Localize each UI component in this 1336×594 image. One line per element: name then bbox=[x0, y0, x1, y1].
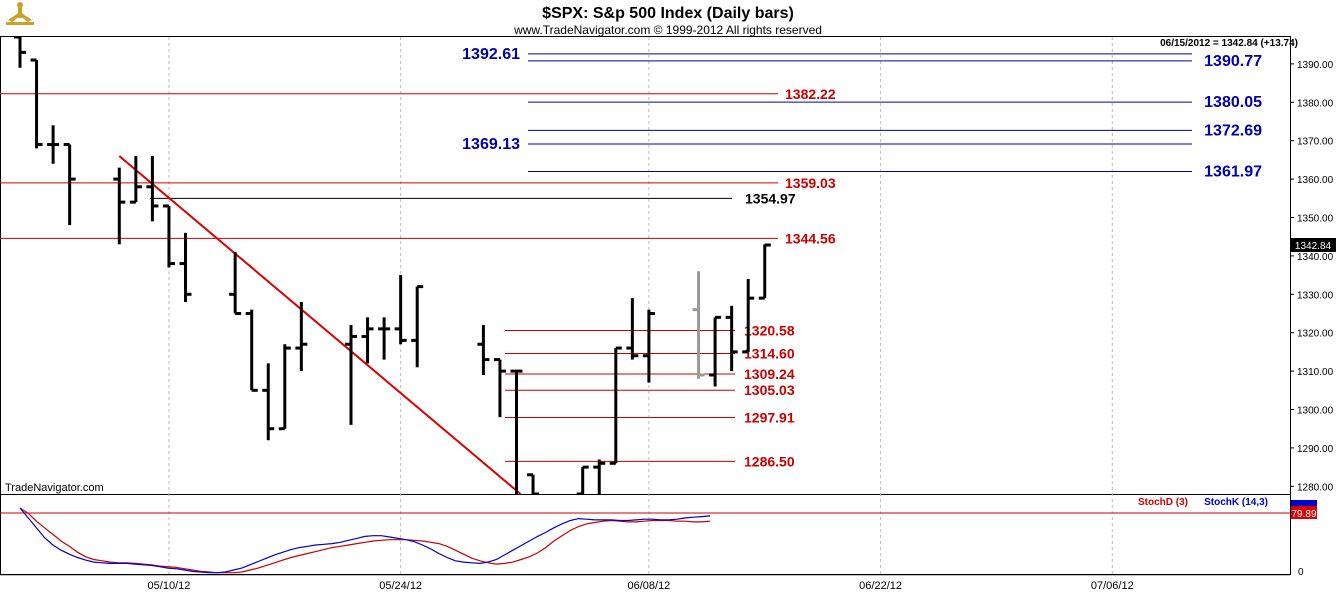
date-tick-label: 05/10/12 bbox=[148, 580, 191, 592]
stoch-value-tag: 79.89 bbox=[1291, 500, 1317, 520]
level-label: 1344.56 bbox=[785, 230, 836, 246]
date-tick-label: 06/08/12 bbox=[627, 580, 670, 592]
price-bar bbox=[146, 156, 159, 222]
price-bar bbox=[642, 309, 655, 383]
price-bar bbox=[162, 204, 175, 268]
price-bar bbox=[245, 309, 258, 392]
price-tick-label: 1340.00 bbox=[1297, 252, 1334, 263]
level-label: 1314.60 bbox=[744, 345, 795, 361]
watermark: TradeNavigator.com bbox=[5, 482, 104, 494]
price-bar bbox=[361, 317, 374, 364]
stoch-d-line bbox=[19, 507, 711, 574]
price-tick-label: 1330.00 bbox=[1297, 290, 1334, 301]
price-bar bbox=[295, 301, 308, 372]
price-bar bbox=[229, 252, 242, 316]
price-bar bbox=[576, 465, 589, 494]
price-tick-label: 1380.00 bbox=[1297, 98, 1334, 109]
price-tick-label: 1350.00 bbox=[1297, 213, 1334, 224]
price-bar bbox=[626, 298, 639, 360]
svg-text:1342.84: 1342.84 bbox=[1295, 241, 1332, 252]
price-bar bbox=[378, 317, 391, 360]
price-bar bbox=[14, 37, 26, 68]
level-label: 1372.69 bbox=[1204, 122, 1262, 139]
price-tick-label: 1280.00 bbox=[1297, 482, 1334, 493]
date-tick-label: 07/06/12 bbox=[1091, 580, 1134, 592]
level-label: 1305.03 bbox=[744, 382, 795, 398]
price-bar bbox=[278, 344, 291, 431]
current-price-tag: 1342.84 bbox=[1291, 237, 1336, 252]
chart-title: $SPX: S&p 500 Index (Daily bars) bbox=[542, 5, 794, 22]
level-label: 1320.58 bbox=[744, 322, 795, 338]
svg-text:79.89: 79.89 bbox=[1291, 509, 1316, 520]
stoch-axis-zero: 0 bbox=[1298, 567, 1304, 578]
price-bar bbox=[692, 271, 705, 379]
level-label: 1309.24 bbox=[744, 366, 795, 382]
level-label: 1354.97 bbox=[745, 190, 796, 206]
price-bar bbox=[47, 125, 60, 164]
level-label: 1380.05 bbox=[1204, 94, 1262, 111]
price-tick-label: 1370.00 bbox=[1297, 137, 1334, 148]
price-bar bbox=[345, 325, 357, 425]
price-bar bbox=[179, 232, 192, 302]
price-bar bbox=[30, 58, 43, 149]
chart-logo-icon bbox=[6, 2, 34, 25]
stoch-d-legend: StochD (3) bbox=[1138, 497, 1188, 508]
last-quote-label: 06/15/2012 = 1342.84 (+13.74) bbox=[1160, 38, 1298, 49]
downtrend-line bbox=[118, 155, 522, 495]
price-bar bbox=[725, 305, 738, 372]
level-label: 1382.22 bbox=[785, 86, 836, 102]
level-label: 1286.50 bbox=[744, 453, 795, 469]
price-bar bbox=[493, 358, 506, 418]
level-label: 1361.97 bbox=[1204, 164, 1262, 181]
stoch-k-legend: StochK (14,3) bbox=[1204, 497, 1268, 508]
price-bar bbox=[510, 369, 523, 494]
price-bar bbox=[758, 243, 771, 300]
stoch-k-line bbox=[19, 507, 711, 574]
date-tick-label: 05/24/12 bbox=[379, 580, 422, 592]
price-bar bbox=[593, 459, 606, 494]
level-label: 1390.77 bbox=[1204, 53, 1262, 70]
copyright-notice: www.TradeNavigator.com © 1999-2012 All r… bbox=[513, 23, 822, 37]
price-tick-label: 1320.00 bbox=[1297, 329, 1334, 340]
level-label: 1369.13 bbox=[462, 136, 520, 153]
level-label: 1359.03 bbox=[785, 175, 836, 191]
price-bar bbox=[527, 473, 540, 494]
price-bar bbox=[742, 278, 755, 354]
price-bar bbox=[394, 275, 407, 345]
price-bar bbox=[262, 363, 275, 441]
price-bar bbox=[709, 315, 722, 387]
date-tick-label: 06/22/12 bbox=[859, 580, 902, 592]
level-label: 1392.61 bbox=[462, 46, 520, 63]
price-tick-label: 1300.00 bbox=[1297, 406, 1334, 417]
price-tick-label: 1390.00 bbox=[1297, 60, 1334, 71]
price-bar bbox=[411, 285, 424, 368]
price-bar bbox=[129, 156, 142, 204]
price-bar bbox=[609, 346, 622, 465]
price-bar bbox=[63, 143, 76, 226]
price-tick-label: 1290.00 bbox=[1297, 444, 1334, 455]
level-label: 1297.91 bbox=[744, 410, 795, 426]
price-tick-label: 1310.00 bbox=[1297, 367, 1334, 378]
price-tick-label: 1360.00 bbox=[1297, 175, 1334, 186]
price-bar bbox=[477, 325, 490, 375]
price-bar bbox=[113, 167, 126, 245]
